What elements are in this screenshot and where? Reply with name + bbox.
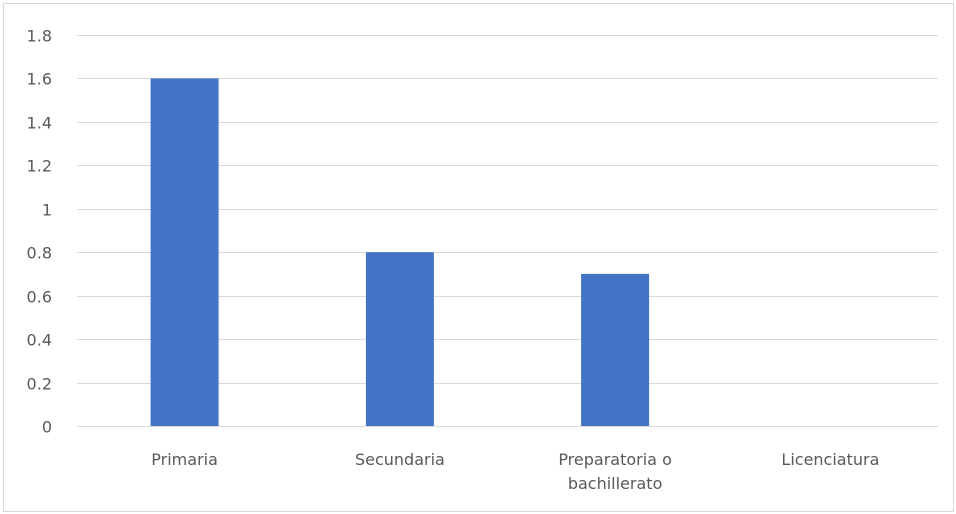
y-tick-label: 0.6: [27, 288, 52, 307]
x-tick-label-line: Primaria: [151, 450, 218, 469]
x-tick-label: Primaria: [151, 450, 218, 469]
y-tick-label: 0.2: [27, 375, 52, 394]
y-tick-label: 1: [42, 201, 52, 220]
x-tick-label-line: Licenciatura: [781, 450, 879, 469]
bar: [581, 273, 650, 426]
y-tick-label: 0.4: [27, 331, 52, 350]
x-axis-tick-labels: Primaria Secundaria Preparatoria o bachille…: [151, 450, 879, 493]
x-tick-label: Preparatoria o bachillerato: [558, 450, 672, 493]
y-tick-label: 0: [42, 418, 52, 437]
y-tick-label: 1.6: [27, 70, 52, 89]
x-tick-label-line: Secundaria: [355, 450, 445, 469]
y-tick-label: 1.2: [27, 157, 52, 176]
bar: [365, 252, 434, 426]
y-tick-label: 1.8: [27, 27, 52, 46]
y-tick-label: 0.8: [27, 244, 52, 263]
chart-frame: 0 0.2 0.4 0.6 0.8 1 1.2 1.4 1.6 1.8 Primaria Secun…: [3, 3, 954, 512]
x-tick-label: Secundaria: [355, 450, 445, 469]
bars: [150, 78, 650, 427]
bar: [150, 78, 219, 427]
y-tick-label: 1.4: [27, 114, 52, 133]
bar-chart: 0 0.2 0.4 0.6 0.8 1 1.2 1.4 1.6 1.8 Primaria Secun…: [27, 27, 938, 493]
x-tick-label-line: Preparatoria o: [558, 450, 672, 469]
gridlines: [77, 35, 938, 427]
x-tick-label-line: bachillerato: [568, 474, 663, 493]
x-tick-label: Licenciatura: [781, 450, 879, 469]
y-axis-tick-labels: 0 0.2 0.4 0.6 0.8 1 1.2 1.4 1.6 1.8: [27, 27, 52, 437]
